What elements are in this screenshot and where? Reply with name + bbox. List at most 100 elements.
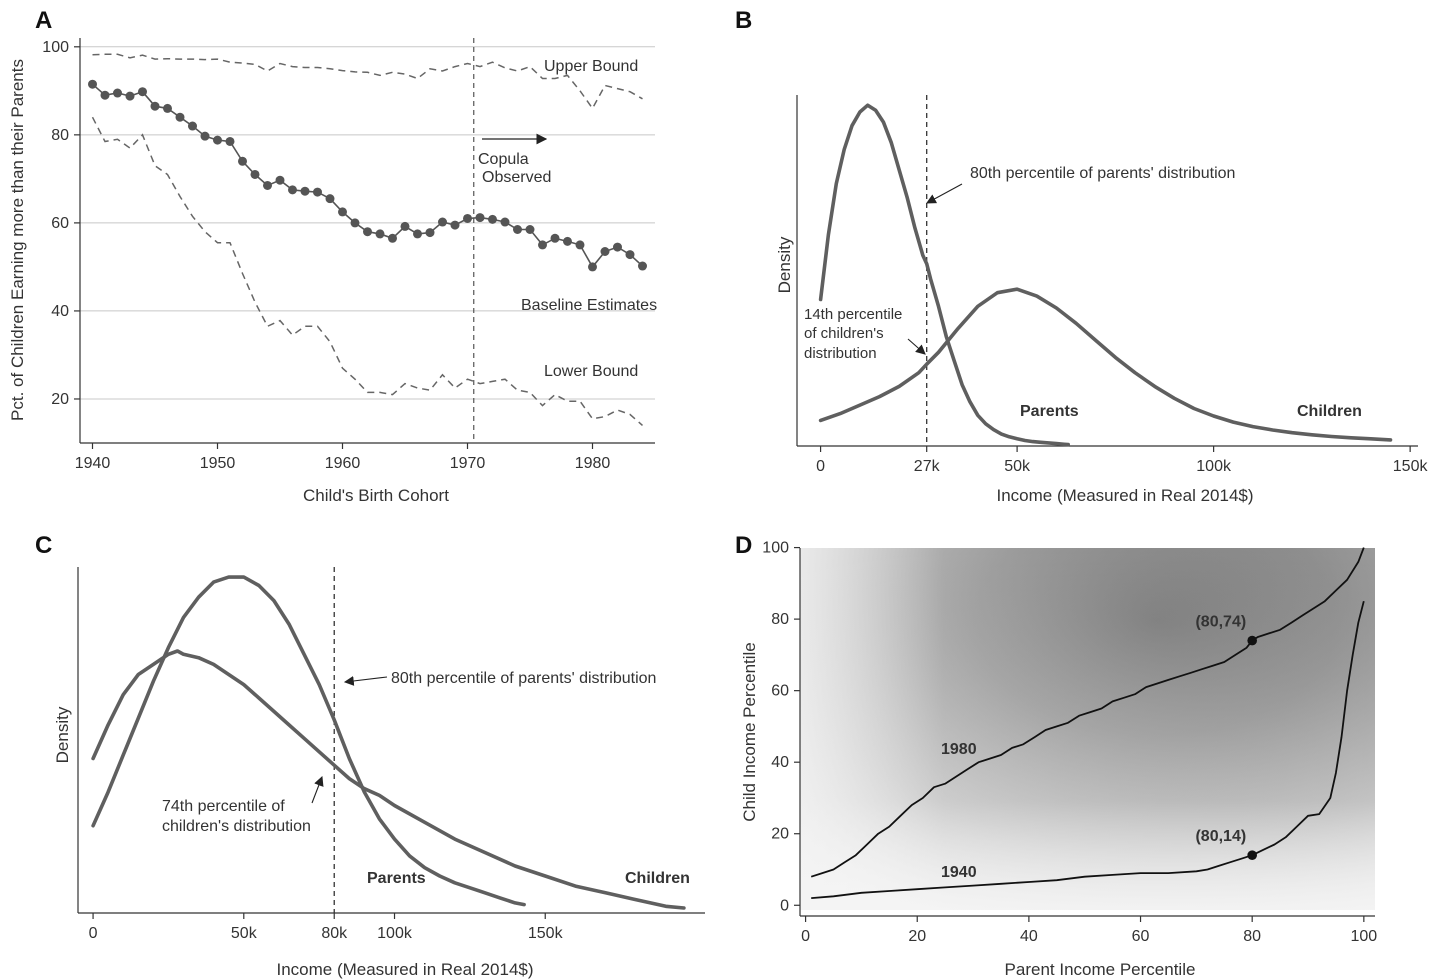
panel-c-y-axis-title: Density bbox=[53, 706, 72, 763]
panel-a-point-1950 bbox=[213, 135, 222, 145]
panel-a-point-1956 bbox=[288, 185, 297, 195]
panel-a-point-1940 bbox=[88, 79, 97, 89]
panel-letter-c: C bbox=[35, 532, 52, 559]
panel-c-x-tick-150k: 150k bbox=[528, 925, 564, 942]
panel-a-point-1972 bbox=[488, 214, 497, 224]
panel-c-x-tick-0: 0 bbox=[89, 925, 98, 942]
panel-letter-b: B bbox=[735, 7, 752, 34]
panel-d-y-tick-80: 80 bbox=[771, 611, 789, 628]
panel-a-point-1984 bbox=[638, 261, 647, 271]
panel-a-label-lower-bound: Lower Bound bbox=[544, 363, 638, 380]
panel-a-point-1964 bbox=[388, 233, 397, 243]
panel-a-y-tick-40: 40 bbox=[51, 303, 69, 320]
panel-a-point-1968 bbox=[438, 217, 447, 227]
panel-d-heatmap-fade-bottom bbox=[800, 548, 1375, 910]
panel-a-point-1975 bbox=[525, 224, 535, 234]
panel-b-chart: 0 27k 50k 100k 150k Income (Measured in Real… bbox=[775, 95, 1428, 505]
panel-a-y-tick-80: 80 bbox=[51, 127, 69, 144]
panel-d-label-1940: 1940 bbox=[941, 864, 977, 881]
panel-c-x-tick-100k: 100k bbox=[377, 925, 413, 942]
panel-a-point-1942 bbox=[113, 88, 122, 98]
panel-c-label-children: Children bbox=[625, 870, 690, 887]
panel-c-annotation-80th: 80th percentile of parents' distribution bbox=[391, 670, 656, 687]
panel-d-point-80-14 bbox=[1247, 850, 1257, 860]
panel-b-curve-parents bbox=[818, 103, 1070, 447]
panel-a-label-upper-bound: Upper Bound bbox=[544, 58, 638, 75]
panel-d-x-tick-20: 20 bbox=[908, 928, 926, 945]
panel-a-x-tick-1970: 1970 bbox=[450, 455, 486, 472]
panel-a-point-1974 bbox=[513, 224, 522, 234]
panel-b-x-axis-title: Income (Measured in Real 2014$) bbox=[996, 486, 1253, 505]
panel-a-point-1976 bbox=[538, 240, 547, 250]
panel-c-curve-parents bbox=[91, 575, 526, 907]
panel-c-annotation-74th-line2: children's distribution bbox=[162, 818, 311, 835]
panel-a-point-1941 bbox=[100, 90, 110, 100]
panel-a-point-1961 bbox=[350, 218, 360, 228]
panel-d-x-tick-60: 60 bbox=[1132, 928, 1150, 945]
panel-b-x-tick-50k: 50k bbox=[1004, 458, 1031, 475]
panel-a-point-1966 bbox=[413, 229, 422, 239]
panel-a-label-observed: Observed bbox=[482, 169, 551, 186]
panel-b-curve-children bbox=[818, 287, 1393, 442]
panel-d-y-tick-100: 100 bbox=[762, 540, 789, 557]
panel-a-point-1970 bbox=[463, 213, 472, 223]
panel-d-x-tick-0: 0 bbox=[801, 928, 810, 945]
panel-b-annotation-14th-line1: 14th percentile bbox=[804, 306, 902, 323]
panel-c-x-tick-50k: 50k bbox=[231, 925, 258, 942]
panel-a-point-1948 bbox=[188, 121, 197, 131]
panel-c-annotation-74th-line1: 74th percentile of bbox=[162, 798, 285, 815]
panel-d-x-axis-title: Parent Income Percentile bbox=[1005, 960, 1196, 979]
panel-d-x-tick-80: 80 bbox=[1243, 928, 1261, 945]
panel-a-point-1951 bbox=[225, 136, 235, 146]
panel-a-point-1978 bbox=[563, 236, 572, 246]
panel-d-y-axis-title: Child Income Percentile bbox=[740, 642, 759, 822]
panel-d-y-tick-0: 0 bbox=[780, 897, 789, 914]
panel-a-x-tick-1980: 1980 bbox=[575, 455, 611, 472]
panel-b-y-axis-title: Density bbox=[775, 236, 794, 293]
panel-b-arrow-80th bbox=[926, 183, 963, 204]
panel-a-point-1967 bbox=[425, 228, 435, 238]
panel-b-label-children: Children bbox=[1297, 403, 1362, 420]
panel-a-y-tick-20: 20 bbox=[51, 391, 69, 408]
panel-a-point-1952 bbox=[238, 156, 247, 166]
panel-c-arrow-74th bbox=[311, 775, 324, 804]
panel-a-series-lower-bound bbox=[91, 116, 643, 426]
panel-c-arrow-80th bbox=[343, 676, 388, 686]
panel-d-label-1980: 1980 bbox=[941, 741, 977, 758]
panel-a-point-1943 bbox=[125, 91, 135, 101]
panel-a-point-1962 bbox=[363, 227, 372, 237]
panel-c-chart: 0 50k 80k 100k 150k Income (Measured in Real… bbox=[53, 567, 705, 979]
panel-letter-d: D bbox=[735, 532, 752, 559]
panel-a-series-baseline-estimates bbox=[91, 83, 644, 269]
panel-b-annotation-80th: 80th percentile of parents' distribution bbox=[970, 165, 1235, 182]
panel-c-x-axis-title: Income (Measured in Real 2014$) bbox=[276, 960, 533, 979]
panel-b-annotation-14th-line3: distribution bbox=[804, 345, 877, 362]
panel-b-annotation-14th-line2: of children's bbox=[804, 325, 884, 342]
panel-a-point-1946 bbox=[163, 103, 172, 113]
panel-a-point-1973 bbox=[500, 217, 510, 227]
panel-a-chart: 1940 1950 1960 1970 1980 20 40 60 80 100 Child's … bbox=[8, 38, 657, 505]
panel-a-point-1980 bbox=[588, 262, 597, 272]
panel-a-point-1945 bbox=[150, 101, 160, 111]
panel-a-point-1981 bbox=[600, 247, 610, 257]
panel-a-point-1977 bbox=[550, 233, 560, 243]
panel-d-x-tick-40: 40 bbox=[1020, 928, 1038, 945]
panel-c-label-parents: Parents bbox=[367, 870, 426, 887]
panel-a-point-1949 bbox=[200, 131, 210, 141]
panel-c-x-tick-80k: 80k bbox=[321, 925, 348, 942]
panel-d-x-tick-100: 100 bbox=[1350, 928, 1377, 945]
panel-a-point-1958 bbox=[313, 187, 322, 197]
panel-a-point-1953 bbox=[250, 169, 260, 179]
panel-a-point-1957 bbox=[300, 186, 310, 196]
panel-d-point-80-74 bbox=[1247, 635, 1257, 646]
panel-a-point-1955 bbox=[275, 175, 285, 185]
panel-d-y-tick-40: 40 bbox=[771, 754, 789, 771]
panel-a-point-1982 bbox=[613, 242, 622, 252]
panel-a-point-1969 bbox=[450, 220, 460, 230]
panel-b-x-tick-150k: 150k bbox=[1393, 458, 1429, 475]
panel-a-point-1983 bbox=[625, 250, 635, 260]
panel-a-label-copula: Copula bbox=[478, 151, 529, 168]
panel-d-curve-1940 bbox=[811, 600, 1365, 899]
